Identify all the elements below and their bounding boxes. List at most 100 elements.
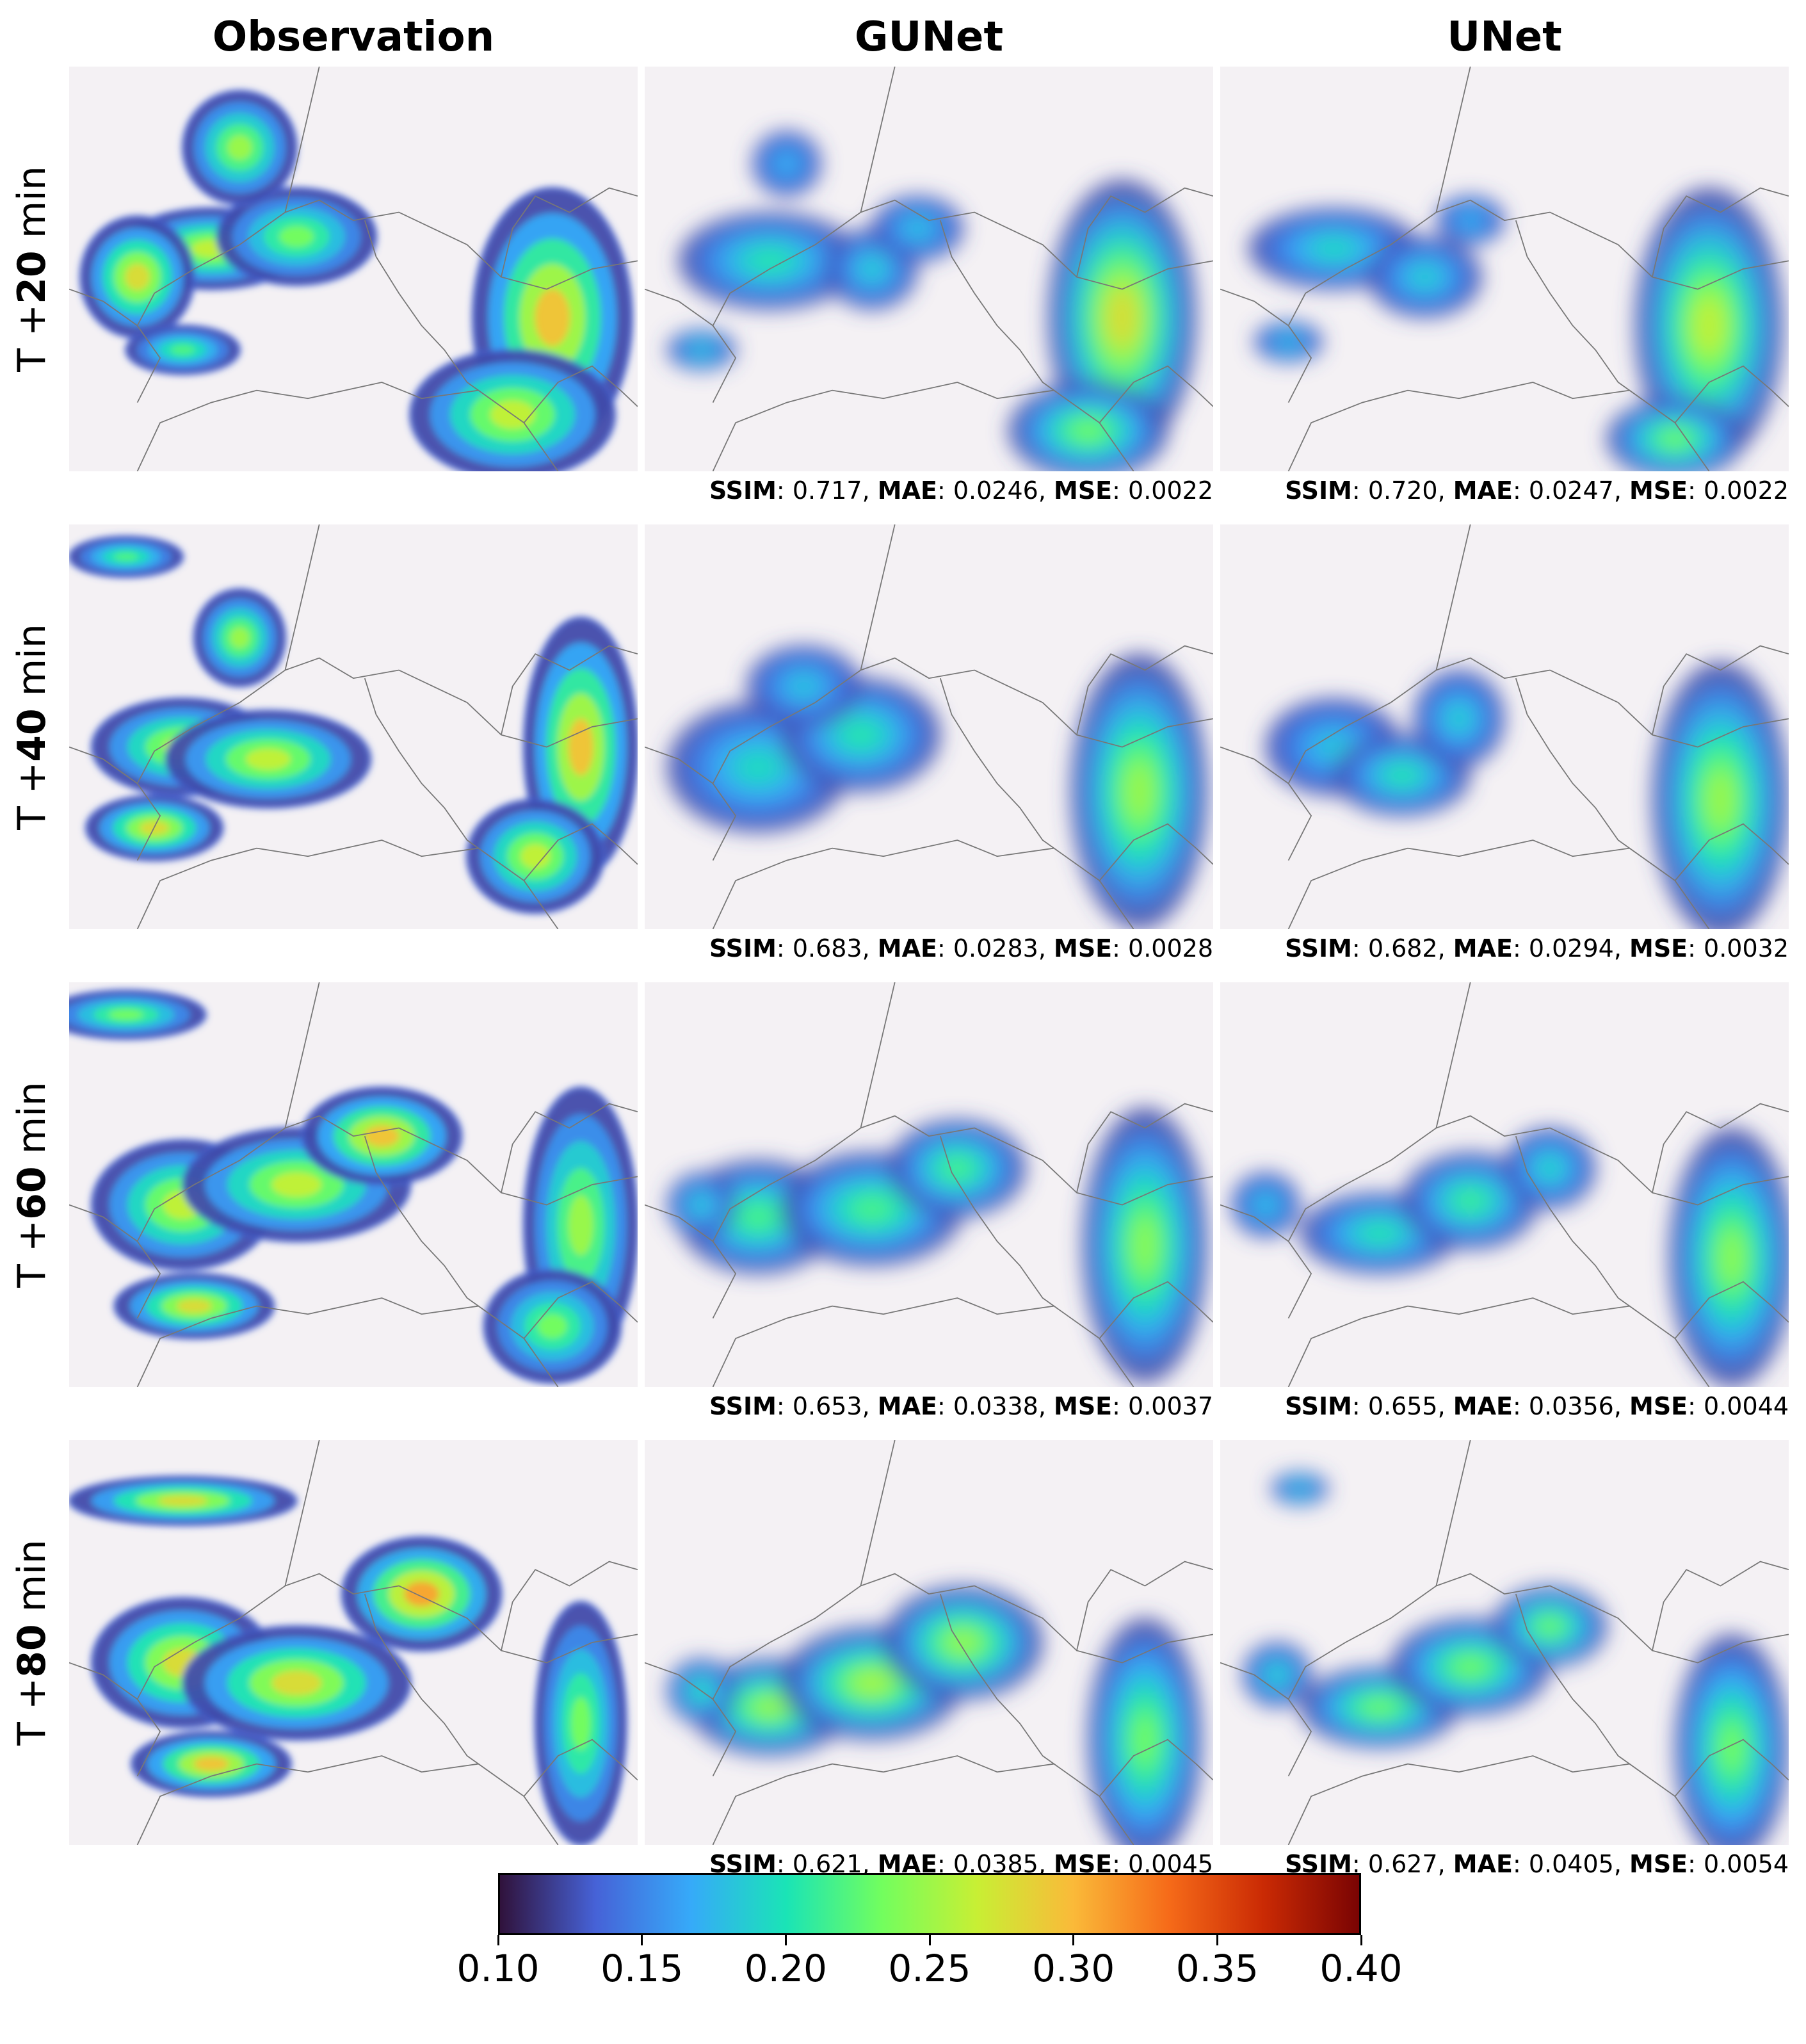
metrics-unet: SSIM: 0.655, MAE: 0.0356, MSE: 0.0044	[1284, 1392, 1789, 1420]
colorbar-tick-label: 0.20	[744, 1947, 827, 1990]
metric-label-ssim: SSIM	[1284, 1392, 1352, 1420]
country-border	[712, 199, 1213, 403]
country-border	[1287, 657, 1789, 861]
radar-panel	[1220, 524, 1789, 929]
radar-panel	[69, 524, 638, 929]
country-border	[1435, 982, 1471, 1128]
country-border	[1287, 382, 1710, 471]
metrics-gunet: SSIM: 0.717, MAE: 0.0246, MSE: 0.0022	[709, 476, 1213, 505]
country-border	[860, 1440, 896, 1586]
metric-label-mse: MSE	[1629, 934, 1688, 962]
precip-cell	[862, 260, 882, 278]
row-label-minutes: 20	[10, 250, 55, 304]
country-border	[284, 1440, 320, 1586]
country-border	[1674, 1281, 1789, 1339]
country-border	[1435, 1440, 1471, 1586]
metric-label-mse: MSE	[1629, 476, 1688, 505]
precip-cell	[245, 748, 291, 770]
country-border	[1674, 365, 1789, 423]
country-border	[501, 1561, 638, 1651]
country-border	[712, 1115, 1213, 1318]
metric-label-mse: MSE	[1054, 476, 1113, 505]
country-border	[1220, 1204, 1289, 1242]
metric-value-ssim: 0.627	[1367, 1850, 1438, 1878]
precip-cell	[779, 156, 794, 171]
precip-cell	[851, 1196, 892, 1222]
precip-cell	[1412, 268, 1438, 286]
country-border	[1099, 365, 1213, 423]
country-border	[1099, 1739, 1213, 1797]
precip-cell	[1718, 1229, 1746, 1286]
country-border	[939, 1593, 1054, 1765]
precip-cell	[791, 677, 817, 695]
precip-cell	[520, 843, 551, 869]
country-border	[284, 67, 320, 213]
country-border	[501, 1103, 638, 1193]
metric-value-mse: 0.0032	[1704, 934, 1789, 962]
country-border	[712, 382, 1134, 471]
precip-cell	[1453, 1656, 1488, 1678]
metrics-unet: SSIM: 0.627, MAE: 0.0405, MSE: 0.0054	[1284, 1850, 1789, 1878]
colorbar-tick-label: 0.35	[1175, 1947, 1259, 1990]
column-title: Observation	[212, 13, 495, 61]
metric-value-mse: 0.0044	[1704, 1392, 1789, 1420]
radar-panel	[69, 982, 638, 1387]
precip-cell	[108, 1009, 144, 1020]
row-label-suffix: min	[10, 624, 55, 697]
country-border	[1652, 187, 1789, 277]
metric-value-mae: 0.0283	[953, 934, 1038, 962]
metric-value-mse: 0.0037	[1128, 1392, 1213, 1420]
metric-value-mae: 0.0247	[1528, 476, 1614, 505]
colorbar-tick	[1216, 1935, 1218, 1945]
precip-cell	[1070, 420, 1106, 442]
precip-cell	[1362, 1224, 1397, 1242]
precip-cell	[535, 289, 570, 346]
metric-value-mse: 0.0022	[1128, 476, 1213, 505]
precip-cell	[1537, 1617, 1563, 1635]
precip-cell	[694, 1197, 709, 1212]
country-border	[284, 524, 320, 670]
precip-cell	[694, 345, 709, 355]
metric-label-mae: MAE	[877, 934, 937, 962]
country-border	[1076, 187, 1213, 277]
country-border	[136, 657, 638, 861]
metric-label-ssim: SSIM	[709, 934, 777, 962]
country-border	[1674, 823, 1789, 881]
country-border	[523, 1281, 638, 1339]
metric-value-mae: 0.0294	[1528, 934, 1614, 962]
country-border	[364, 1593, 479, 1765]
precip-cell	[738, 752, 778, 782]
country-border	[136, 1115, 638, 1318]
precip-cell	[1319, 736, 1350, 758]
radar-panel	[1220, 67, 1789, 471]
metric-value-mae: 0.0246	[953, 476, 1038, 505]
metric-label-mae: MAE	[877, 1392, 937, 1420]
metric-label-mae: MAE	[1453, 1392, 1513, 1420]
precip-cell	[170, 345, 196, 355]
precip-cell	[1293, 1485, 1307, 1493]
country-border	[1287, 840, 1710, 929]
precip-cell	[1315, 239, 1353, 258]
country-border	[1076, 1561, 1213, 1651]
country-border	[136, 1297, 559, 1387]
precip-cell	[907, 221, 928, 236]
precip-cell	[1131, 1215, 1159, 1276]
metric-value-ssim: 0.683	[792, 934, 862, 962]
metric-label-mae: MAE	[1453, 934, 1513, 962]
country-border	[1515, 677, 1630, 849]
colorbar-tick	[928, 1935, 931, 1945]
row-label: T +80 min	[0, 1440, 64, 1845]
metrics-unet: SSIM: 0.720, MAE: 0.0247, MSE: 0.0022	[1284, 476, 1789, 505]
precip-cell	[364, 1125, 399, 1147]
colorbar-tick	[497, 1935, 499, 1945]
precip-cell	[229, 627, 250, 649]
radar-field-svg	[69, 982, 638, 1387]
row-label-prefix: T +	[10, 761, 55, 830]
metric-value-mse: 0.0022	[1704, 476, 1789, 505]
metric-value-ssim: 0.653	[792, 1392, 862, 1420]
precip-cell	[278, 225, 314, 248]
country-border	[69, 746, 138, 784]
precip-cell	[1462, 215, 1478, 226]
precip-cell	[177, 1299, 212, 1313]
country-border	[1220, 288, 1289, 327]
